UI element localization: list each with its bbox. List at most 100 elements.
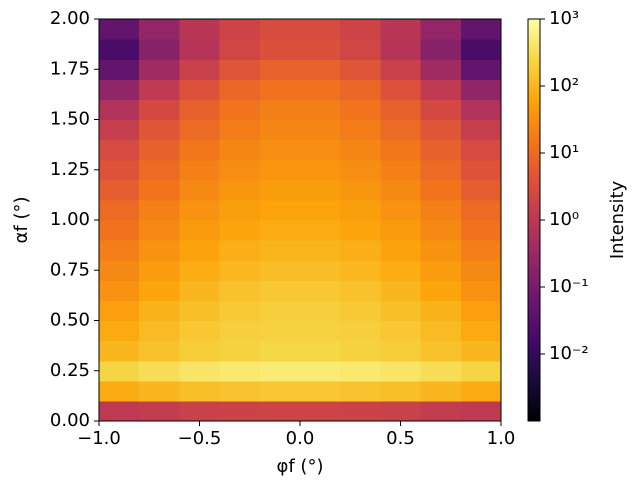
heatmap-cell — [259, 280, 301, 301]
heatmap-cell — [300, 320, 341, 342]
colorbar-tick-label: 10³ — [549, 8, 579, 29]
heatmap-cell — [139, 79, 180, 100]
colorbar-segment — [528, 354, 540, 358]
heatmap-cell — [380, 79, 422, 100]
colorbar-segment — [528, 312, 540, 316]
colorbar-segment — [528, 344, 540, 348]
heatmap-cell — [179, 19, 221, 40]
heatmap-cell — [340, 139, 381, 161]
heatmap-cell — [300, 79, 341, 100]
colorbar-segment — [528, 205, 540, 209]
heatmap-cell — [460, 159, 502, 181]
heatmap-cell — [300, 59, 341, 80]
heatmap-cell — [420, 139, 462, 161]
heatmap-cell — [139, 39, 180, 60]
heatmap-cell — [139, 139, 180, 161]
heatmap-cell — [99, 39, 140, 60]
heatmap-cell — [99, 199, 140, 221]
colorbar-segment — [528, 262, 540, 265]
heatmap-cell — [340, 19, 381, 40]
heatmap-cell — [139, 240, 180, 261]
heatmap-cell — [460, 59, 502, 80]
colorbar-segment — [528, 340, 540, 344]
heatmap-cell — [380, 119, 422, 141]
heatmap-cell — [340, 79, 381, 100]
colorbar-segment — [528, 157, 540, 161]
colorbar-segment — [528, 79, 540, 82]
colorbar-segment — [528, 31, 540, 34]
colorbar-segment — [528, 135, 540, 139]
colorbar-segment — [528, 107, 540, 111]
colorbar-segment — [528, 77, 540, 80]
colorbar-segment — [528, 228, 540, 231]
colorbar-segment — [528, 171, 540, 175]
colorbar-segment — [528, 211, 540, 215]
colorbar-segment — [528, 358, 540, 362]
heatmap-cell — [259, 240, 301, 261]
x-tick-label: 0.0 — [286, 428, 315, 449]
heatmap-cell — [259, 179, 301, 201]
heatmap-cell — [300, 300, 341, 322]
colorbar-segment — [528, 250, 540, 253]
colorbar-segment — [528, 61, 540, 64]
heatmap-cell — [340, 360, 381, 382]
colorbar-segment — [528, 123, 540, 127]
colorbar-segment — [528, 416, 540, 420]
heatmap-cell — [139, 99, 180, 121]
colorbar-segment — [528, 284, 540, 287]
colorbar-segment — [528, 400, 540, 404]
colorbar-segment — [528, 145, 540, 149]
colorbar-segment — [528, 406, 540, 410]
colorbar-segment — [528, 113, 540, 117]
heatmap-cell — [420, 400, 462, 422]
heatmap-cell — [259, 19, 301, 40]
colorbar-segment — [528, 93, 540, 96]
x-tick-label: 0.5 — [386, 428, 415, 449]
colorbar-segment — [528, 300, 540, 304]
colorbar-segment — [528, 85, 540, 88]
heatmap-cell — [179, 39, 221, 60]
y-tick-label: 0.75 — [50, 259, 90, 280]
heatmap-cell — [420, 59, 462, 80]
colorbar-segment — [528, 201, 540, 205]
colorbar-segment — [528, 83, 540, 86]
colorbar-segment — [528, 189, 540, 193]
heatmap-cell — [219, 280, 261, 301]
colorbar-segment — [528, 187, 540, 191]
heatmap-cell — [340, 300, 381, 322]
colorbar-segment — [528, 364, 540, 368]
colorbar-segment — [528, 302, 540, 306]
colorbar-segment — [528, 209, 540, 213]
colorbar-segment — [528, 91, 540, 94]
heatmap-cell — [139, 59, 180, 80]
colorbar-segment — [528, 117, 540, 121]
heatmap-cell — [139, 360, 180, 382]
y-tick-label: 1.25 — [50, 159, 90, 180]
colorbar-segment — [528, 195, 540, 199]
heatmap-cell — [259, 139, 301, 161]
colorbar-segment — [528, 167, 540, 171]
colorbar-segment — [528, 304, 540, 308]
colorbar-segment — [528, 179, 540, 183]
heatmap-cell — [219, 380, 261, 402]
heatmap-cell — [99, 59, 140, 80]
colorbar-segment — [528, 147, 540, 151]
colorbar-segment — [528, 382, 540, 386]
colorbar-segment — [528, 51, 540, 54]
colorbar-segment — [528, 230, 540, 233]
x-tick-label: 1.0 — [487, 428, 516, 449]
colorbar-segment — [528, 41, 540, 44]
heatmap-cell — [259, 199, 301, 221]
colorbar-segment — [528, 348, 540, 352]
colorbar-segment — [528, 115, 540, 119]
heatmap-cell — [259, 340, 301, 362]
heatmap-cell — [340, 179, 381, 201]
colorbar-segment — [528, 101, 540, 105]
colorbar-segment — [528, 87, 540, 90]
colorbar-segment — [528, 121, 540, 125]
heatmap-cell — [300, 280, 341, 301]
colorbar-tick-label: 10⁻¹ — [549, 276, 589, 297]
colorbar-segment — [528, 320, 540, 324]
colorbar-segment — [528, 378, 540, 382]
heatmap-cell — [460, 260, 502, 281]
